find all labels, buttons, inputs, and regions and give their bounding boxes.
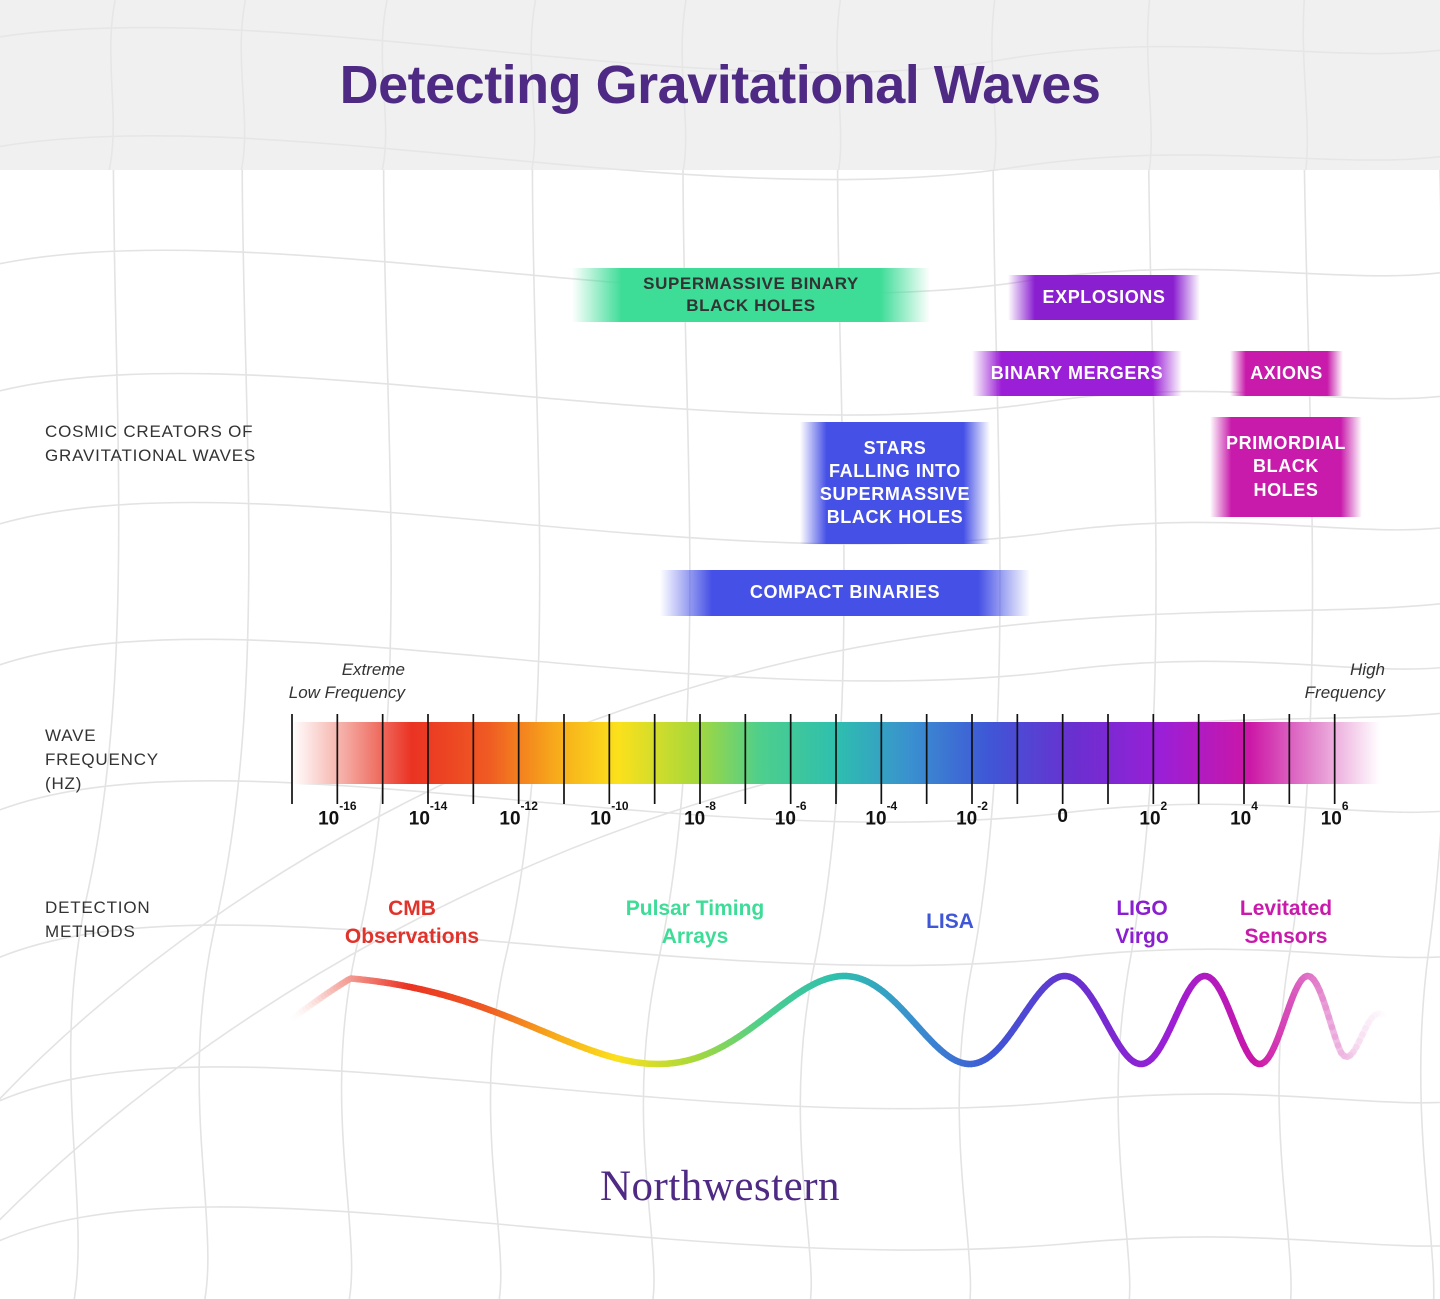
axis-tick-label: 10-10 — [590, 799, 628, 830]
detection-method-ligo-virgo: LIGO Virgo — [1115, 897, 1169, 948]
source-badge-label: EXPLOSIONS — [1042, 286, 1166, 307]
detection-method-levitated-sensors: Levitated Sensors — [1239, 897, 1333, 948]
axis-tick-label: 10-6 — [774, 799, 807, 830]
source-badge-label: PRIMORDIAL BLACK HOLES — [1226, 433, 1346, 500]
source-badge-label: COMPACT BINARIES — [749, 582, 941, 603]
tick-label-mantissa: 10 — [956, 808, 978, 830]
axis-tick-label: 10-4 — [865, 799, 897, 830]
tick-label-mantissa: 10 — [684, 808, 706, 830]
tick-label-mantissa: 10 — [590, 808, 612, 830]
chirp-segment — [290, 1012, 300, 1022]
chirp-segment — [1371, 1010, 1382, 1019]
header-band — [0, 0, 1440, 170]
source-badge-explosions: EXPLOSIONS — [1008, 275, 1200, 320]
chirp-segment — [1350, 1043, 1360, 1056]
tick-label-exponent: -2 — [977, 798, 988, 813]
axis-tick-label: 10-2 — [956, 799, 988, 830]
source-badge-primordial-black-holes: PRIMORDIAL BLACK HOLES — [1210, 417, 1362, 517]
detection-method-lisa: LISA — [926, 910, 974, 933]
source-badge-label: STARS FALLING INTO SUPERMASSIVE BLACK HO… — [819, 437, 971, 528]
tick-label-mantissa: 10 — [318, 808, 340, 830]
chirp-segment — [1387, 1017, 1390, 1020]
chirp-segment — [1353, 1037, 1363, 1051]
tick-label-mantissa: 10 — [1230, 808, 1252, 830]
axis-tick-label: 10-14 — [408, 799, 447, 830]
tick-label-exponent: 4 — [1251, 798, 1258, 813]
axis-tick-marks — [291, 714, 1336, 804]
axis-low-frequency-caption: Extreme Low Frequency — [288, 660, 405, 702]
tick-label-mantissa: 10 — [1139, 808, 1161, 830]
chirp-segment — [308, 999, 318, 1008]
chirp-segment — [1343, 1052, 1354, 1061]
section-label-detection-methods: DETECTION METHODS — [45, 898, 151, 941]
tick-label-exponent: 2 — [1160, 798, 1168, 813]
tick-label-mantissa: 10 — [865, 808, 887, 830]
header-grid-lines — [0, 0, 1440, 170]
tick-label-mantissa: 10 — [408, 808, 430, 830]
source-badge-supermassive-binary-black-holes: SUPERMASSIVE BINARY BLACK HOLES — [572, 268, 930, 322]
tick-label-exponent: -16 — [339, 798, 357, 813]
axis-tick-label: 0 — [1057, 806, 1068, 828]
tick-label-exponent: -12 — [520, 798, 538, 813]
tick-label-mantissa: 10 — [774, 808, 796, 830]
axis-tick-label: 10-8 — [684, 799, 716, 830]
chirp-segment — [1368, 1011, 1378, 1022]
chirp-segment — [295, 1007, 306, 1017]
tick-label-exponent: 6 — [1341, 798, 1349, 813]
source-badge-binary-mergers: BINARY MERGERS — [972, 351, 1182, 396]
tick-label-exponent: -14 — [429, 798, 448, 813]
chirp-segment — [1362, 1019, 1372, 1032]
chirp-segment — [1380, 1011, 1390, 1021]
tick-label-exponent: -4 — [886, 798, 898, 813]
tick-label-exponent: -8 — [705, 798, 716, 813]
axis-high-frequency-caption: High Frequency — [1304, 660, 1385, 702]
section-label-wave-frequency: WAVE FREQUENCY (HZ) — [45, 726, 159, 793]
chirp-segment — [1347, 1048, 1357, 1059]
chirp-segment — [1377, 1010, 1388, 1019]
source-badge-stars-falling-into-supermassive-black-holes: STARS FALLING INTO SUPERMASSIVE BLACK HO… — [800, 422, 990, 544]
axis-tick-label: 106 — [1320, 799, 1349, 830]
chirp-segment — [1365, 1014, 1375, 1026]
chirp-segment — [292, 1010, 303, 1019]
source-badge-axions: AXIONS — [1230, 351, 1343, 396]
tick-label-exponent: -6 — [795, 798, 807, 813]
detection-method-cmb-observations: CMB Observations — [344, 897, 480, 948]
chirp-segment — [1356, 1031, 1366, 1045]
source-badge-compact-binaries: COMPACT BINARIES — [660, 570, 1030, 616]
northwestern-wordmark: Northwestern — [599, 1163, 841, 1210]
chirp-waveform — [290, 972, 1390, 1068]
source-badge-label: AXIONS — [1250, 362, 1323, 383]
axis-tick-label: 10-16 — [318, 799, 356, 830]
chirp-segment — [298, 1005, 309, 1015]
axis-tick-label: 10-12 — [499, 799, 537, 830]
source-badge-label: BINARY MERGERS — [990, 362, 1164, 383]
tick-label-mantissa: 10 — [499, 808, 521, 830]
page-title: Detecting Gravitational Waves — [339, 55, 1101, 115]
tick-label-exponent: -10 — [611, 798, 629, 813]
source-badge-label: SUPERMASSIVE BINARY BLACK HOLES — [643, 274, 859, 315]
frequency-spectrum — [291, 714, 1380, 804]
axis-tick-label: 102 — [1139, 799, 1167, 830]
chirp-segment — [1359, 1024, 1369, 1038]
chirp-segment — [302, 1003, 312, 1013]
tick-label-mantissa: 0 — [1057, 806, 1068, 827]
tick-label-mantissa: 10 — [1320, 808, 1342, 830]
axis-tick-label: 104 — [1230, 799, 1258, 830]
section-label-cosmic-creators: COSMIC CREATORS OF GRAVITATIONAL WAVES — [45, 422, 257, 465]
detection-method-pulsar-timing-arrays: Pulsar Timing Arrays — [625, 897, 765, 948]
chirp-segment — [305, 1001, 315, 1010]
